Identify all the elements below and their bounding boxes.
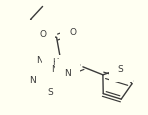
Text: N: N	[29, 75, 36, 84]
Text: O: O	[39, 30, 46, 39]
Text: S: S	[118, 65, 124, 74]
Text: O: O	[69, 28, 76, 37]
Text: N: N	[65, 69, 71, 78]
Text: H: H	[52, 58, 58, 67]
Text: N: N	[52, 65, 58, 74]
Text: N: N	[36, 55, 43, 64]
Text: S: S	[47, 88, 53, 97]
Text: H: H	[52, 65, 58, 74]
